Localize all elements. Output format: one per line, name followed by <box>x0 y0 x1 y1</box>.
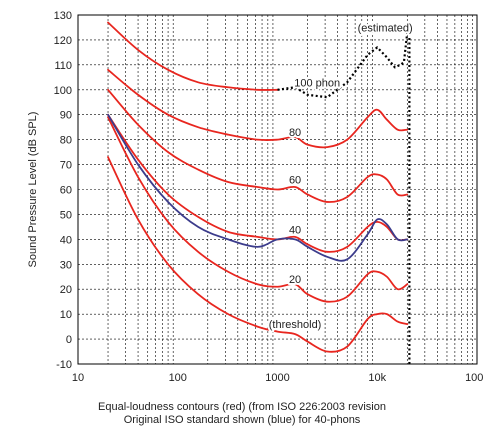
y-tick-label: 40 <box>60 234 72 246</box>
y-tick-label: 80 <box>60 135 72 147</box>
series-line-4 <box>107 68 409 149</box>
series-layer <box>107 21 411 364</box>
y-axis-ticks: -10 0 10 20 30 40 50 60 70 80 90 100 110 120 130 <box>54 10 72 371</box>
x-tick-label: 100k <box>465 372 484 384</box>
annotation-halo: 100 phon <box>294 77 340 89</box>
annotation-halo: 20 <box>289 274 301 286</box>
annotation-label: (threshold) <box>269 319 322 331</box>
y-tick-label: 10 <box>60 309 72 321</box>
series-line-6 <box>277 24 411 99</box>
y-tick-label: 90 <box>60 110 72 122</box>
series-line-7 <box>107 113 409 262</box>
series-line-0 <box>107 156 409 353</box>
y-tick-label: 120 <box>54 35 72 47</box>
y-tick-label: 110 <box>54 60 72 72</box>
annotation-halo: 80 <box>289 127 301 139</box>
y-tick-label: 20 <box>60 284 72 296</box>
grid <box>78 14 477 365</box>
x-tick-label: 100 <box>169 372 187 384</box>
annotation-label: (estimated) <box>358 22 413 34</box>
y-tick-label: 130 <box>54 10 72 22</box>
series-line-1 <box>107 116 409 303</box>
y-tick-label: 100 <box>54 85 72 97</box>
annotation-halo: 40 <box>289 224 301 236</box>
y-tick-label: -10 <box>56 359 72 371</box>
annotation-halo: (threshold) <box>269 319 322 331</box>
annotation-label: 80 <box>289 127 301 139</box>
annotation-label: 40 <box>289 224 301 236</box>
x-tick-label: 10k <box>368 372 386 384</box>
annotation-label: 100 phon <box>294 77 340 89</box>
caption-line-2: Original ISO standard shown (blue) for 4… <box>123 414 361 426</box>
y-tick-label: 50 <box>60 209 72 221</box>
annotation-halo: (estimated) <box>358 22 413 34</box>
y-tick-label: 60 <box>60 185 72 197</box>
annotation-label: 60 <box>289 175 301 187</box>
y-axis-label: Sound Pressure Level (dB SPL) <box>27 112 39 268</box>
x-tick-label: 10 <box>72 372 84 384</box>
series-line-2 <box>107 113 409 253</box>
series-line-5 <box>107 21 279 91</box>
y-tick-label: 0 <box>66 334 72 346</box>
caption-line-1: Equal-loudness contours (red) (from ISO … <box>98 401 386 413</box>
plot-frame <box>77 14 478 365</box>
y-tick-label: 70 <box>60 160 72 172</box>
annotation-label: 20 <box>289 274 301 286</box>
x-tick-label: 1000 <box>265 372 289 384</box>
y-tick-label: 30 <box>60 259 72 271</box>
x-axis-ticks: 10 100 1000 10k 100k <box>72 372 484 384</box>
annotation-halo: 60 <box>289 175 301 187</box>
series-line-3 <box>107 88 409 203</box>
